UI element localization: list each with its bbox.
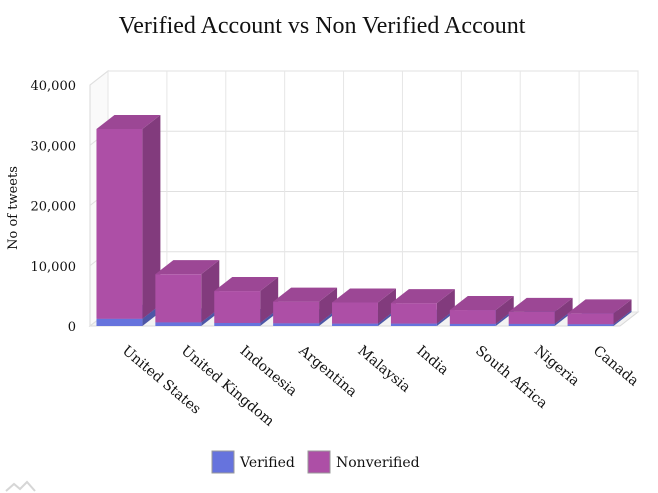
y-tick-label: 0	[68, 320, 76, 335]
bar-side	[319, 287, 338, 324]
y-tick-label: 10,000	[31, 260, 77, 275]
bar-nonverified-south-africa	[449, 296, 514, 324]
legend-item-verified: Verified	[211, 450, 295, 474]
bar-nonverified-united-states	[96, 114, 161, 319]
bar-side	[613, 299, 632, 325]
y-axis-label: No of tweets	[6, 166, 21, 250]
bar-front	[155, 322, 202, 326]
bar-side	[613, 310, 632, 326]
bar-front	[214, 322, 261, 326]
bar-top	[96, 114, 161, 129]
bar-front	[155, 274, 202, 323]
bar-front	[567, 313, 614, 325]
x-tick-label: Argentina	[295, 342, 360, 400]
x-tick-label: Nigeria	[531, 343, 582, 390]
watermark-icon	[5, 480, 36, 492]
bar-side	[436, 289, 455, 324]
bar-top	[332, 288, 396, 303]
bar-front	[96, 318, 143, 326]
legend-label: Verified	[239, 455, 295, 471]
bar-nonverified-indonesia	[214, 277, 279, 323]
bar-front	[273, 323, 320, 326]
bar-top	[390, 289, 455, 304]
y-gridline-side	[89, 70, 109, 86]
legend-swatch	[211, 450, 235, 474]
bar-front	[214, 291, 261, 323]
bar-top	[273, 287, 338, 302]
chart-title: Verified Account vs Non Verified Account	[119, 13, 526, 39]
bar-front	[508, 323, 555, 326]
bar-side	[554, 297, 573, 324]
bar-front	[390, 303, 437, 324]
bar-front	[449, 310, 496, 324]
legend-label: Nonverified	[336, 455, 420, 471]
bar-top	[214, 277, 279, 292]
bar-front	[567, 324, 614, 326]
bar-front	[273, 301, 320, 324]
bar-side	[377, 288, 396, 324]
legend-item-nonverified: Nonverified	[307, 450, 420, 474]
bar-top	[449, 296, 514, 311]
bar-top	[155, 260, 220, 275]
bar-front	[390, 323, 437, 326]
x-tick-label: Malaysia	[354, 343, 413, 396]
bar-nonverified-united-kingdom	[155, 260, 220, 323]
bar-side	[142, 114, 161, 319]
bar-top	[508, 297, 573, 312]
y-tick-label: 30,000	[31, 139, 77, 154]
x-tick-label: Canada	[590, 343, 641, 390]
y-tick-label: 40,000	[31, 79, 77, 94]
bar-front	[449, 323, 496, 326]
bar-nonverified-canada	[567, 299, 632, 325]
legend: Verified Nonverified	[211, 450, 420, 474]
bar-nonverified-malaysia	[332, 288, 396, 324]
bar-front	[332, 323, 378, 326]
y-tick-label: 20,000	[31, 200, 77, 215]
bar-front	[96, 128, 143, 319]
bar-front	[508, 311, 555, 324]
legend-swatch	[307, 450, 331, 474]
bar-nonverified-argentina	[273, 287, 338, 324]
bar-front	[332, 302, 378, 324]
x-tick-label: India	[413, 343, 451, 379]
bar-top	[567, 299, 632, 314]
bar-nonverified-india	[390, 289, 455, 324]
bar-side	[495, 296, 514, 324]
bar-nonverified-nigeria	[508, 297, 573, 324]
